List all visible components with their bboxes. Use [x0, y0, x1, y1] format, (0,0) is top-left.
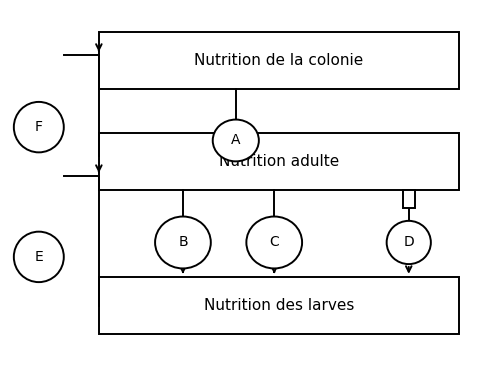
Ellipse shape	[155, 217, 211, 268]
Text: E: E	[35, 250, 43, 264]
Text: Nutrition adulte: Nutrition adulte	[219, 154, 339, 169]
Bar	[99, 277, 459, 335]
Text: Nutrition de la colonie: Nutrition de la colonie	[194, 53, 364, 68]
Text: B: B	[178, 235, 188, 250]
Bar	[403, 190, 415, 208]
Text: D: D	[403, 235, 414, 250]
Bar	[99, 31, 459, 89]
Text: F: F	[35, 120, 43, 134]
Bar	[99, 132, 459, 190]
Ellipse shape	[14, 232, 64, 282]
Ellipse shape	[387, 221, 431, 264]
Text: Nutrition des larves: Nutrition des larves	[204, 298, 354, 313]
Ellipse shape	[14, 102, 64, 152]
Ellipse shape	[213, 120, 259, 161]
Text: A: A	[231, 134, 241, 147]
Ellipse shape	[246, 217, 302, 268]
Text: C: C	[269, 235, 279, 250]
